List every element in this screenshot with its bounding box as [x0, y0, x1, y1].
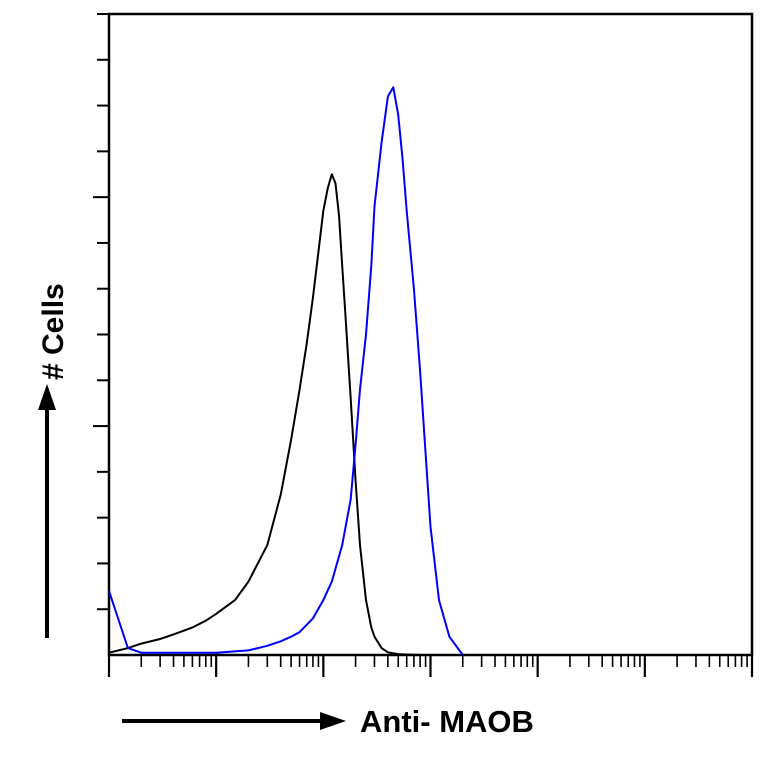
- series-layer: [108, 86, 464, 656]
- y-axis-arrow-head: [38, 384, 56, 410]
- y-axis-ticks: [93, 13, 109, 611]
- plot-frame: [107, 12, 754, 657]
- y-axis-label: # Cells: [37, 283, 70, 380]
- x-axis-ticks: [107, 655, 754, 677]
- series-line-2: [108, 86, 464, 656]
- x-axis-label: Anti- MAOB: [360, 704, 534, 739]
- x-axis-arrow-head: [320, 712, 346, 730]
- series-line-1: [108, 173, 431, 656]
